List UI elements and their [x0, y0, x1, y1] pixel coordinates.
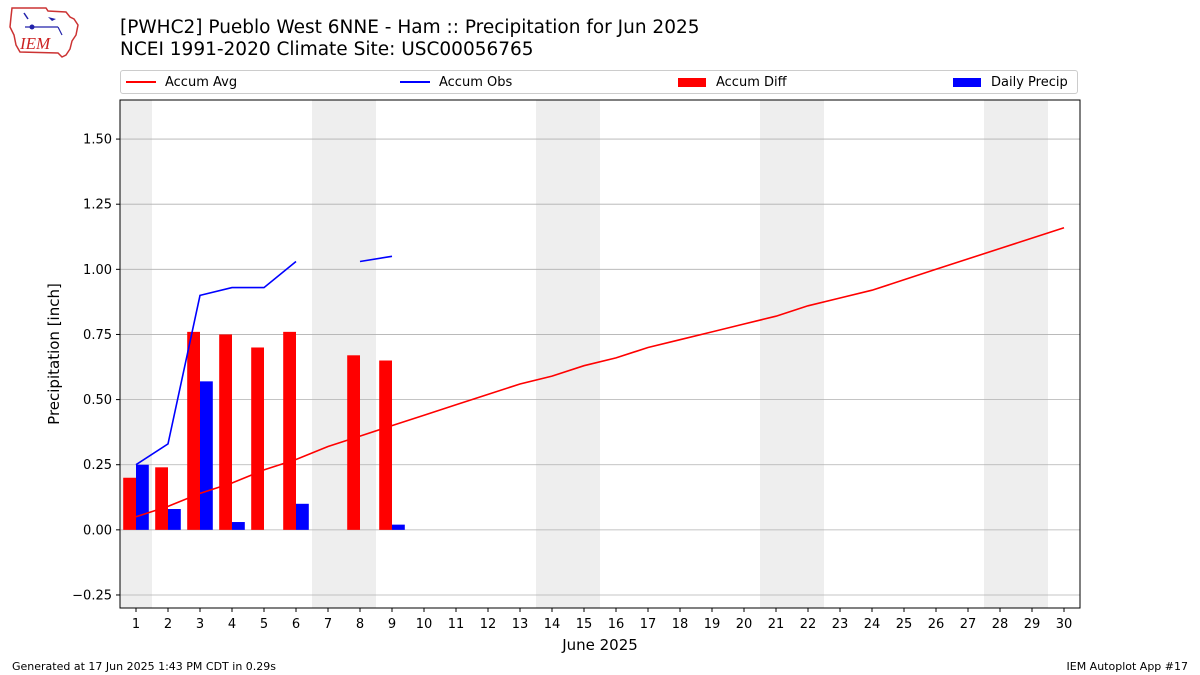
weekend-shade — [120, 100, 152, 608]
weekend-shade — [792, 100, 824, 608]
weekend-shade — [984, 100, 1016, 608]
x-tick-label: 21 — [768, 617, 785, 632]
x-tick-label: 3 — [196, 617, 204, 632]
legend-item-daily-precip: Daily Precip — [953, 71, 1068, 93]
x-tick-label: 28 — [992, 617, 1009, 632]
weekend-shade — [760, 100, 792, 608]
x-tick-label: 16 — [608, 617, 625, 632]
daily-precip-bar — [200, 381, 213, 530]
y-tick-label: −0.25 — [72, 588, 112, 603]
accum-diff-bar — [347, 355, 360, 530]
accum-diff-bar — [379, 360, 392, 530]
x-tick-label: 22 — [800, 617, 817, 632]
x-tick-label: 15 — [576, 617, 593, 632]
y-tick-label: 1.25 — [83, 198, 112, 213]
generated-timestamp: Generated at 17 Jun 2025 1:43 PM CDT in … — [12, 660, 277, 673]
weekend-shade — [344, 100, 376, 608]
daily-precip-bar — [232, 522, 245, 530]
x-tick-label: 27 — [960, 617, 977, 632]
x-tick-label: 18 — [672, 617, 689, 632]
x-tick-label: 1 — [132, 617, 140, 632]
daily-precip-bar — [168, 509, 181, 530]
chart-subtitle: NCEI 1991-2020 Climate Site: USC00056765 — [120, 39, 534, 60]
x-tick-label: 19 — [704, 617, 721, 632]
x-tick-label: 9 — [388, 617, 396, 632]
x-tick-label: 25 — [896, 617, 913, 632]
legend-swatch — [400, 81, 430, 83]
y-tick-label: 0.50 — [83, 393, 112, 408]
accum-avg-line — [135, 226, 1065, 518]
x-tick-label: 4 — [228, 617, 236, 632]
legend-swatch — [678, 77, 706, 87]
legend-label: Accum Diff — [716, 74, 787, 90]
iem-logo: IEM — [9, 7, 79, 58]
daily-precip-bar — [296, 503, 309, 530]
y-tick-label: 1.00 — [83, 263, 112, 278]
weekend-shade — [1016, 100, 1048, 608]
x-tick-label: 12 — [480, 617, 497, 632]
legend: Accum Avg Accum Obs Accum Diff Daily Pre… — [120, 70, 1078, 94]
chart-title: [PWHC2] Pueblo West 6NNE - Ham :: Precip… — [120, 17, 700, 38]
x-tick-label: 11 — [448, 617, 465, 632]
y-tick-label: 0.75 — [83, 328, 112, 343]
plot-frame — [119, 99, 1081, 609]
legend-item-accum-obs: Accum Obs — [400, 71, 512, 93]
x-tick-label: 30 — [1056, 617, 1073, 632]
x-tick-label: 10 — [416, 617, 433, 632]
daily-precip-bar — [136, 464, 149, 530]
accum-obs-line — [359, 255, 393, 263]
x-tick-label: 14 — [544, 617, 561, 632]
legend-swatch — [126, 81, 156, 83]
y-axis-label: Precipitation [inch] — [45, 283, 63, 425]
legend-item-accum-avg: Accum Avg — [126, 71, 237, 93]
legend-label: Accum Obs — [439, 74, 513, 90]
accum-diff-bar — [283, 331, 296, 530]
app-credit: IEM Autoplot App #17 — [1066, 660, 1189, 673]
accum-diff-bar — [155, 467, 168, 530]
x-tick-label: 24 — [864, 617, 881, 632]
x-tick-label: 8 — [356, 617, 364, 632]
y-tick-label: 0.00 — [83, 523, 112, 538]
accum-diff-bar — [123, 477, 136, 530]
y-tick-label: 0.25 — [83, 458, 112, 473]
x-tick-label: 17 — [640, 617, 657, 632]
legend-item-accum-diff: Accum Diff — [678, 71, 787, 93]
y-tick-label: 1.50 — [83, 133, 112, 148]
x-tick-label: 29 — [1024, 617, 1041, 632]
accum-diff-bar — [219, 334, 232, 530]
x-tick-label: 6 — [292, 617, 300, 632]
x-axis-label: June 2025 — [561, 636, 638, 654]
svg-text:IEM: IEM — [19, 34, 51, 53]
x-tick-label: 7 — [324, 617, 332, 632]
accum-diff-bar — [187, 331, 200, 530]
weekend-shade — [536, 100, 568, 608]
daily-precip-bar — [392, 524, 405, 530]
weekend-shade — [568, 100, 600, 608]
legend-swatch — [953, 77, 981, 87]
legend-label: Daily Precip — [991, 74, 1068, 90]
x-tick-label: 2 — [164, 617, 172, 632]
weekend-shade — [312, 100, 344, 608]
x-tick-label: 20 — [736, 617, 753, 632]
accum-diff-bar — [251, 347, 264, 530]
legend-label: Accum Avg — [165, 74, 238, 90]
x-tick-label: 5 — [260, 617, 268, 632]
accum-obs-line — [135, 260, 297, 466]
x-tick-label: 26 — [928, 617, 945, 632]
x-tick-label: 23 — [832, 617, 849, 632]
x-tick-label: 13 — [512, 617, 529, 632]
